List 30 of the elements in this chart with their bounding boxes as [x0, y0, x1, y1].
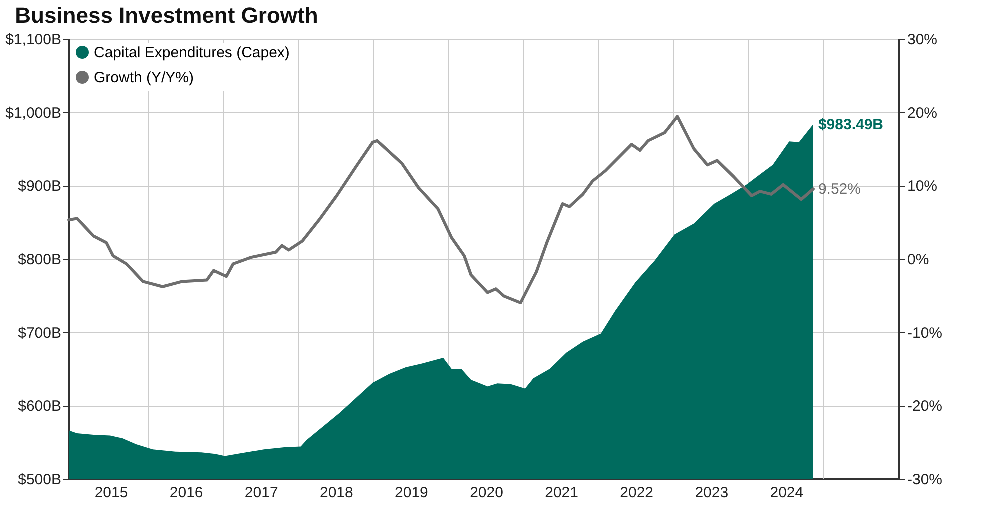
- y2-tick-label: -10%: [908, 324, 943, 342]
- y2-tick-label: 0%: [908, 252, 930, 268]
- data-label: 9.52%: [818, 181, 861, 198]
- y-tick-label: $1,000B: [6, 104, 62, 122]
- y2-tick-label: -20%: [908, 398, 943, 416]
- y-tick-label: $500B: [18, 472, 62, 488]
- y-tick-label: $600B: [18, 398, 62, 416]
- y-tick-label: $900B: [18, 178, 62, 196]
- x-tick-label: 2024: [770, 484, 804, 502]
- legend-label: Capital Expenditures (Capex): [94, 44, 290, 62]
- y-tick-label: $700B: [18, 324, 62, 342]
- legend-label: Growth (Y/Y%): [94, 70, 194, 86]
- y-tick-label: $1,100B: [6, 32, 62, 48]
- x-tick-label: 2015: [94, 484, 128, 502]
- y-tick-label: $800B: [18, 252, 62, 268]
- line-series: [68, 115, 815, 304]
- y2-tick-label: 10%: [908, 178, 938, 196]
- x-tick-label: 2016: [170, 484, 204, 502]
- data-label: $983.49B: [818, 116, 884, 134]
- y2-tick-label: -30%: [908, 472, 943, 488]
- x-tick-label: 2018: [320, 484, 354, 502]
- x-tick-label: 2022: [620, 484, 654, 502]
- x-tick-label: 2023: [695, 484, 729, 502]
- x-tick-label: 2019: [395, 484, 428, 502]
- y2-tick-label: 20%: [908, 104, 938, 122]
- y2-tick-label: 30%: [908, 32, 938, 48]
- x-tick-label: 2021: [545, 484, 578, 502]
- chart-title: Business Investment Growth: [15, 3, 318, 28]
- x-tick-label: 2020: [470, 484, 504, 502]
- x-tick-label: 2017: [244, 484, 278, 502]
